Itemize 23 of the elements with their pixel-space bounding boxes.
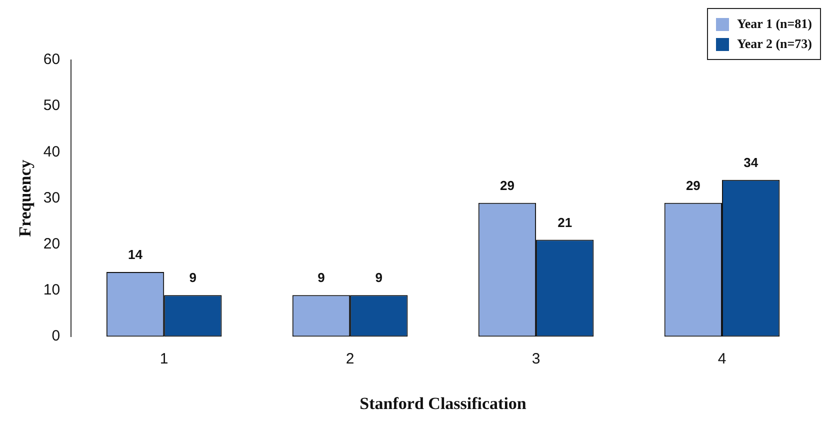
y-tick-label: 10 [43, 282, 60, 299]
data-label: 29 [686, 178, 700, 193]
legend-label: Year 2 (n=73) [736, 35, 812, 53]
data-label: 34 [744, 154, 759, 170]
data-label: 29 [500, 178, 514, 193]
y-tick-label: 20 [43, 236, 60, 253]
legend-label: Year 1 (n=81) [736, 15, 812, 33]
y-tick-label: 40 [43, 143, 60, 160]
data-label: 9 [375, 270, 382, 286]
y-tick-label: 30 [43, 189, 60, 206]
y-tick-label: 0 [52, 328, 60, 345]
y-axis-title: Frequency [16, 159, 35, 237]
data-label: 9 [189, 270, 197, 286]
data-label: 9 [318, 270, 325, 286]
y-tick-label: 60 [43, 51, 60, 68]
y-tick-label: 50 [43, 97, 60, 114]
data-label: 21 [558, 214, 572, 230]
x-tick-label: 4 [718, 350, 726, 368]
x-tick-label: 3 [532, 350, 540, 368]
x-tick-label: 2 [346, 350, 354, 368]
x-tick-label: 1 [160, 350, 168, 368]
data-label: 14 [128, 247, 144, 262]
x-axis-title: Stanford Classification [360, 394, 527, 414]
